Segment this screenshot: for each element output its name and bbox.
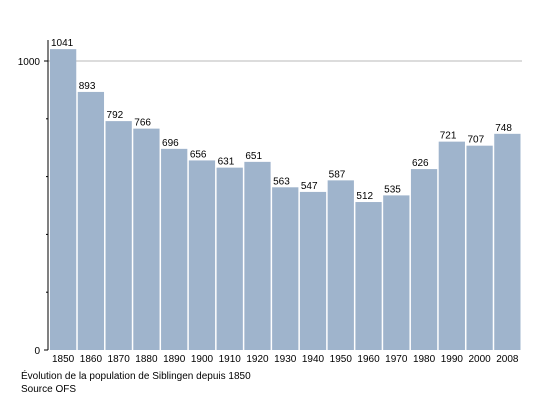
x-tick-label-1850: 1850 xyxy=(52,354,75,365)
data-label-1880: 766 xyxy=(134,118,151,129)
bar-1980 xyxy=(410,169,438,350)
x-tick-label-1910: 1910 xyxy=(219,354,242,365)
bar-1950 xyxy=(327,180,354,350)
y-tick-label-0: 0 xyxy=(34,346,40,357)
x-tick-label-1940: 1940 xyxy=(302,354,325,365)
data-label-2000: 707 xyxy=(467,135,484,146)
data-label-1950: 587 xyxy=(329,169,346,180)
data-label-1920: 651 xyxy=(245,151,262,162)
data-label-1970: 535 xyxy=(384,184,401,195)
x-tick-label-1860: 1860 xyxy=(80,354,103,365)
bar-1970 xyxy=(383,195,410,350)
population-bar-chart: 0 1000 1041 1850 893 1860 792 1870 766 1880 696 189… xyxy=(18,38,522,365)
bar-1880 xyxy=(133,128,160,350)
data-label-1900: 656 xyxy=(190,149,207,160)
x-tick-label-1990: 1990 xyxy=(441,354,464,365)
bar-1960 xyxy=(355,202,382,350)
y-tick-label-1000: 1000 xyxy=(18,57,41,68)
data-label-1960: 512 xyxy=(356,191,373,202)
bar-1900 xyxy=(188,160,216,350)
data-label-1910: 631 xyxy=(218,157,235,168)
chart-source: Source OFS xyxy=(21,384,77,395)
data-label-1930: 563 xyxy=(273,176,290,187)
x-tick-label-1890: 1890 xyxy=(163,354,186,365)
bar-1930 xyxy=(272,187,299,350)
x-tick-label-1950: 1950 xyxy=(330,354,353,365)
data-label-1990: 721 xyxy=(440,131,457,142)
x-tick-label-2008: 2008 xyxy=(496,354,519,365)
x-tick-label-1980: 1980 xyxy=(413,354,436,365)
x-tick-label-1970: 1970 xyxy=(385,354,408,365)
bar-1890 xyxy=(161,148,188,350)
data-label-1940: 547 xyxy=(301,181,318,192)
bar-2000 xyxy=(466,145,493,350)
bar-2008 xyxy=(494,133,521,350)
x-tick-label-1870: 1870 xyxy=(108,354,131,365)
data-label-1860: 893 xyxy=(79,81,96,92)
x-tick-label-1880: 1880 xyxy=(135,354,158,365)
chart-caption: Évolution de la population de Siblingen … xyxy=(21,371,251,382)
data-label-1980: 626 xyxy=(412,158,429,169)
x-tick-label-1920: 1920 xyxy=(246,354,269,365)
data-label-1890: 696 xyxy=(162,138,179,149)
data-label-1850: 1041 xyxy=(51,38,74,49)
bar-1920 xyxy=(244,161,271,350)
bar-1940 xyxy=(299,191,327,350)
bar-1990 xyxy=(438,141,465,350)
data-label-2008: 748 xyxy=(495,123,512,134)
x-tick-label-1930: 1930 xyxy=(274,354,297,365)
data-label-1870: 792 xyxy=(107,110,124,121)
bar-1910 xyxy=(216,167,243,350)
x-tick-label-1900: 1900 xyxy=(191,354,214,365)
x-tick-label-1960: 1960 xyxy=(357,354,380,365)
x-tick-label-2000: 2000 xyxy=(468,354,491,365)
bar-1850 xyxy=(50,49,77,350)
bar-1860 xyxy=(77,91,105,350)
bar-1870 xyxy=(105,121,132,350)
